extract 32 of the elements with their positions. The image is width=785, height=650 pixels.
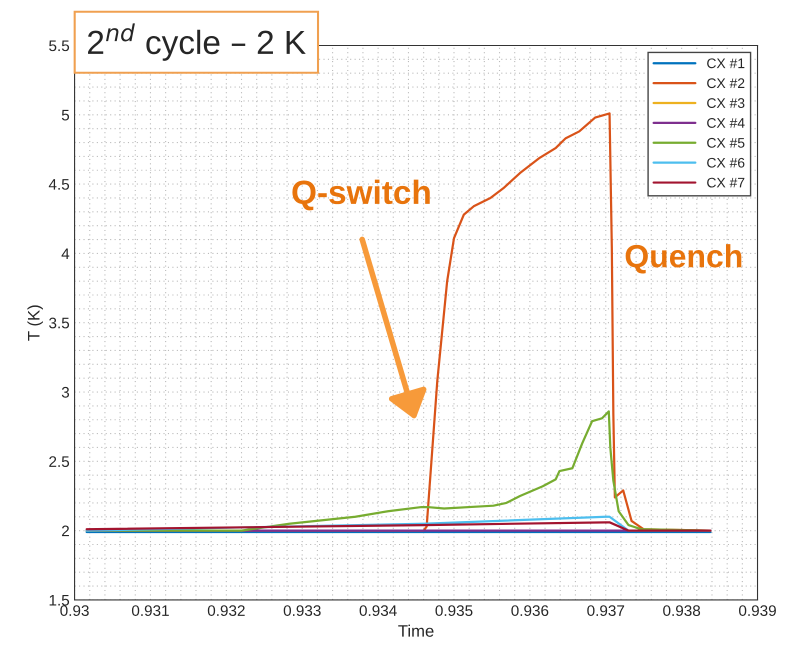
x-tick-label: 0.933	[284, 605, 321, 616]
annotation: 2$^{nd}$ cycle – 2 K	[88, 23, 306, 61]
legend-label: CX #4	[707, 118, 745, 128]
legend-label: CX #7	[707, 178, 744, 188]
y-tick-label: 4	[62, 248, 70, 259]
y-tick-label: 5	[62, 110, 70, 120]
line-series	[86, 521, 712, 532]
legend-label: CX #3	[707, 98, 744, 108]
y-tick-label: 3.5	[49, 318, 70, 328]
annotation: Quench	[626, 244, 742, 274]
x-tick-label: 0.935	[435, 605, 472, 616]
y-tick-label: 3	[62, 386, 70, 398]
y-tick-label: 2	[62, 526, 69, 536]
legend-label: CX #2	[707, 78, 744, 88]
x-tick-label: 0.931	[132, 605, 169, 616]
x-tick-label: 0.932	[208, 605, 245, 616]
legend-label: CX #6	[707, 158, 744, 168]
x-axis-title: Time	[398, 624, 434, 637]
x-tick-label: 0.938	[663, 605, 700, 616]
x-tick-label: 0.936	[511, 605, 548, 616]
x-tick-label: 0.939	[739, 605, 776, 616]
y-tick-label: 1.5	[50, 594, 70, 606]
legend-label: CX #1	[707, 58, 744, 68]
y-tick-label: 2.5	[49, 456, 70, 468]
x-tick-label: 0.937	[587, 605, 624, 616]
y-tick-label: 4.5	[48, 179, 70, 190]
x-tick-label: 0.934	[360, 605, 397, 616]
y-tick-label: 5.5	[49, 40, 70, 52]
annotation: Q-switch	[292, 180, 430, 210]
y-axis-title: T (K)	[27, 305, 43, 341]
x-tick-label: 0.93	[60, 605, 89, 616]
legend-label: CX #5	[707, 138, 744, 148]
